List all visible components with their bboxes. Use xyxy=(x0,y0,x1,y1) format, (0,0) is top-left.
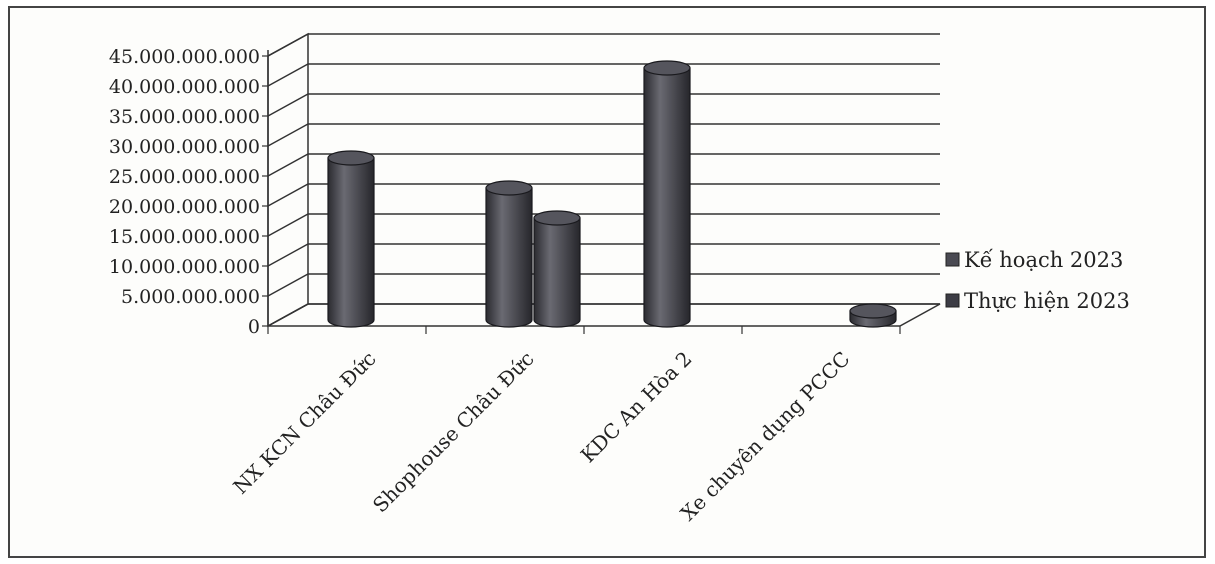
bar xyxy=(849,303,897,328)
gridline xyxy=(267,303,940,327)
legend: Kế hoạch 2023 Thực hiện 2023 xyxy=(945,248,1130,313)
bar xyxy=(533,210,581,328)
bar-body xyxy=(643,67,691,328)
y-axis-ticks: 45.000.000.000 40.000.000.000 35.000.000.0… xyxy=(109,46,260,338)
gridline xyxy=(267,183,940,207)
bar-body xyxy=(327,157,375,328)
y-tick-label: 10.000.000.000 xyxy=(109,256,260,278)
bar-top xyxy=(533,210,581,226)
bars xyxy=(327,60,897,328)
bar xyxy=(643,60,691,328)
bar-top xyxy=(327,150,375,166)
legend-swatch xyxy=(945,293,960,308)
side-wall xyxy=(267,32,309,328)
bar-top xyxy=(485,180,533,196)
bar-top xyxy=(849,303,897,319)
gridline xyxy=(267,123,940,147)
y-tick-label: 35.000.000.000 xyxy=(109,106,260,128)
x-tick-label: KDC An Hòa 2 xyxy=(576,347,697,468)
legend-swatch xyxy=(945,252,960,267)
y-tick-label: 5.000.000.000 xyxy=(121,286,260,308)
y-tick-label: 30.000.000.000 xyxy=(109,136,260,158)
bar xyxy=(327,150,375,328)
gridline xyxy=(267,213,940,237)
legend-label: Kế hoạch 2023 xyxy=(964,248,1123,272)
y-tick-label: 40.000.000.000 xyxy=(109,76,260,98)
y-tick-label: 20.000.000.000 xyxy=(109,196,260,218)
y-tick-label: 0 xyxy=(248,316,260,338)
chart-frame xyxy=(8,6,1206,558)
bar-body xyxy=(533,217,581,328)
x-tick-label: NX KCN Châu Đức xyxy=(228,347,380,499)
gridline xyxy=(267,63,940,87)
legend-label: Thực hiện 2023 xyxy=(964,289,1130,313)
y-tick-label: 15.000.000.000 xyxy=(109,226,260,248)
bar xyxy=(485,180,533,328)
x-tick-label: Shophouse Châu Đức xyxy=(368,347,539,518)
gridline xyxy=(267,93,940,117)
gridline xyxy=(267,33,940,57)
y-tick-label: 25.000.000.000 xyxy=(109,166,260,188)
x-tick-label: Xe chuyên dụng PCCC xyxy=(676,347,855,526)
bar-body xyxy=(485,187,533,328)
gridlines xyxy=(262,33,940,334)
gridline xyxy=(267,273,940,297)
bar-top xyxy=(643,60,691,76)
gridline xyxy=(267,243,940,267)
y-tick-label: 45.000.000.000 xyxy=(109,46,260,68)
gridline xyxy=(267,153,940,177)
